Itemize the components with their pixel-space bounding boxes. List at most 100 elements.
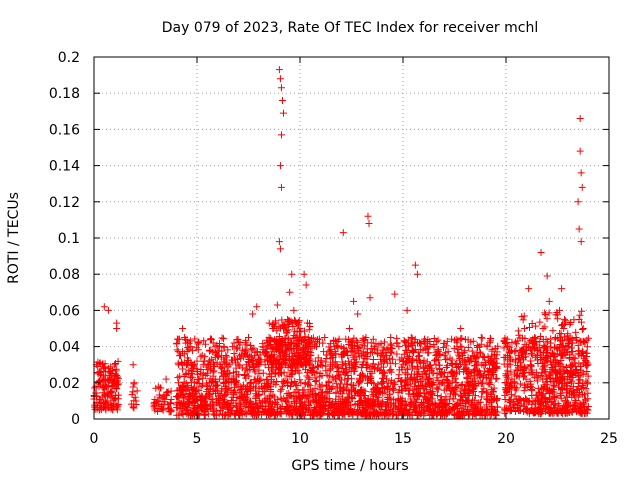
data-point: [253, 303, 261, 311]
data-point: [550, 388, 558, 396]
data-point: [242, 410, 250, 418]
data-point: [476, 374, 484, 382]
data-point: [483, 343, 491, 351]
data-point: [386, 367, 394, 375]
data-point: [356, 377, 364, 385]
data-point: [558, 376, 566, 384]
data-point: [200, 411, 208, 419]
data-point: [252, 399, 260, 407]
data-point: [463, 378, 471, 386]
data-point: [112, 384, 120, 392]
data-point: [167, 387, 175, 395]
data-point: [472, 411, 480, 419]
data-point: [457, 381, 465, 389]
data-point: [276, 245, 284, 253]
data-point: [401, 369, 409, 377]
data-point: [526, 377, 534, 385]
data-point: [173, 346, 181, 354]
data-point: [113, 372, 121, 380]
data-point: [410, 382, 418, 390]
data-point: [538, 392, 546, 400]
data-point: [286, 382, 294, 390]
data-point: [418, 402, 426, 410]
data-point: [321, 401, 329, 409]
data-point: [332, 389, 340, 397]
data-point: [400, 406, 408, 414]
data-point: [434, 385, 442, 393]
data-point: [329, 383, 337, 391]
data-point: [305, 357, 313, 365]
data-point: [238, 364, 246, 372]
data-point: [175, 391, 183, 399]
data-point: [277, 370, 285, 378]
data-point: [294, 321, 302, 329]
data-point: [181, 334, 189, 342]
data-point: [458, 380, 466, 388]
data-point: [364, 339, 372, 347]
data-point: [558, 384, 566, 392]
data-point: [109, 379, 117, 387]
data-point: [286, 373, 294, 381]
data-point: [181, 393, 189, 401]
data-point: [216, 375, 224, 383]
data-point: [551, 334, 559, 342]
data-point: [578, 409, 586, 417]
data-point: [511, 383, 519, 391]
data-point: [345, 325, 353, 332]
data-point: [493, 374, 501, 382]
data-point: [222, 382, 230, 390]
data-point: [584, 406, 592, 414]
data-point: [230, 369, 238, 377]
data-point: [425, 405, 433, 413]
data-point: [562, 363, 570, 371]
data-point: [311, 357, 319, 365]
data-point: [532, 405, 540, 413]
data-point: [209, 339, 217, 347]
data-point: [174, 374, 182, 382]
data-point: [187, 383, 195, 391]
data-point: [469, 377, 477, 385]
data-point: [316, 408, 324, 416]
data-point: [297, 403, 305, 411]
data-point: [363, 400, 371, 408]
data-point: [368, 403, 376, 411]
data-point: [452, 383, 460, 391]
data-point: [342, 335, 350, 343]
data-point: [377, 350, 385, 358]
data-point: [159, 406, 167, 414]
data-point: [541, 365, 549, 373]
data-point: [333, 406, 341, 414]
data-point: [106, 388, 114, 396]
data-point: [581, 339, 589, 347]
data-point: [356, 371, 364, 379]
data-point: [189, 364, 197, 372]
data-point: [234, 335, 242, 343]
data-point: [451, 369, 459, 377]
data-point: [285, 392, 293, 400]
data-point: [293, 332, 301, 340]
data-point: [464, 336, 472, 344]
data-point: [306, 375, 314, 383]
data-point: [340, 385, 348, 393]
data-point: [489, 395, 497, 403]
data-point: [420, 338, 428, 346]
data-point: [359, 358, 367, 366]
data-point: [213, 407, 221, 415]
data-point: [362, 364, 370, 372]
data-point: [250, 411, 258, 419]
data-point: [362, 410, 370, 418]
data-point: [536, 348, 544, 356]
data-point: [488, 367, 496, 375]
data-point: [230, 349, 238, 357]
y-tick-label: 0.2: [58, 50, 80, 66]
data-point: [224, 370, 232, 378]
data-point: [191, 388, 199, 396]
data-point: [114, 373, 122, 381]
data-point: [504, 371, 512, 379]
data-point: [375, 403, 383, 411]
x-tick-label: 10: [291, 431, 309, 447]
data-point: [325, 399, 333, 407]
data-point: [243, 351, 251, 359]
data-point: [342, 396, 350, 404]
data-point: [555, 367, 563, 375]
